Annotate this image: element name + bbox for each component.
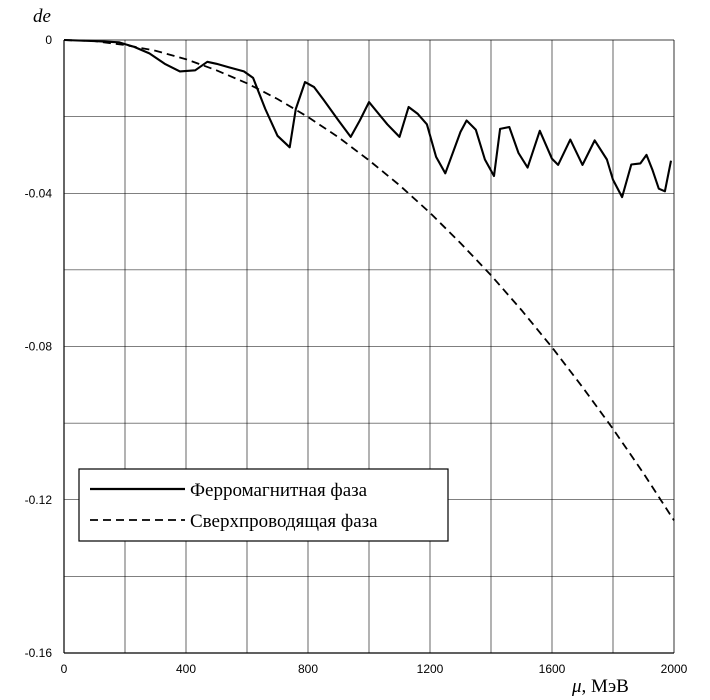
x-tick-label: 1600	[539, 662, 566, 676]
x-tick-label: 0	[61, 662, 68, 676]
x-tick-label: 2000	[661, 662, 688, 676]
x-axis-variable: μ	[571, 676, 582, 697]
y-tick-label: -0.12	[25, 493, 53, 507]
x-tick-label: 800	[298, 662, 318, 676]
y-axis-label: de	[33, 6, 51, 27]
series-layer	[63, 38, 675, 521]
y-tick-label: -0.04	[25, 186, 53, 200]
grid	[64, 39, 675, 653]
legend: Ферромагнитная фаза Сверхпроводящая фаза	[78, 468, 449, 542]
legend-box	[78, 468, 449, 542]
legend-label-ferromagnetic: Ферромагнитная фаза	[190, 480, 368, 501]
axes	[63, 40, 674, 654]
legend-label-superconducting: Сверхпроводящая фаза	[190, 511, 378, 532]
x-axis-unit: , МэВ	[582, 676, 629, 697]
y-tick-label: -0.16	[25, 646, 53, 660]
x-tick-label: 1200	[417, 662, 444, 676]
series-line-superconducting	[63, 39, 675, 521]
y-tick-label: 0	[45, 33, 52, 47]
y-tick-label: -0.08	[25, 340, 53, 354]
x-tick-label: 400	[176, 662, 196, 676]
ticks: 0 400 800 1200 1600 2000 0 -0.04 -0.08 -0.12 -0.16	[25, 33, 688, 676]
x-axis-label: μ, МэВ	[571, 676, 629, 697]
series-line-ferromagnetic	[63, 38, 673, 199]
